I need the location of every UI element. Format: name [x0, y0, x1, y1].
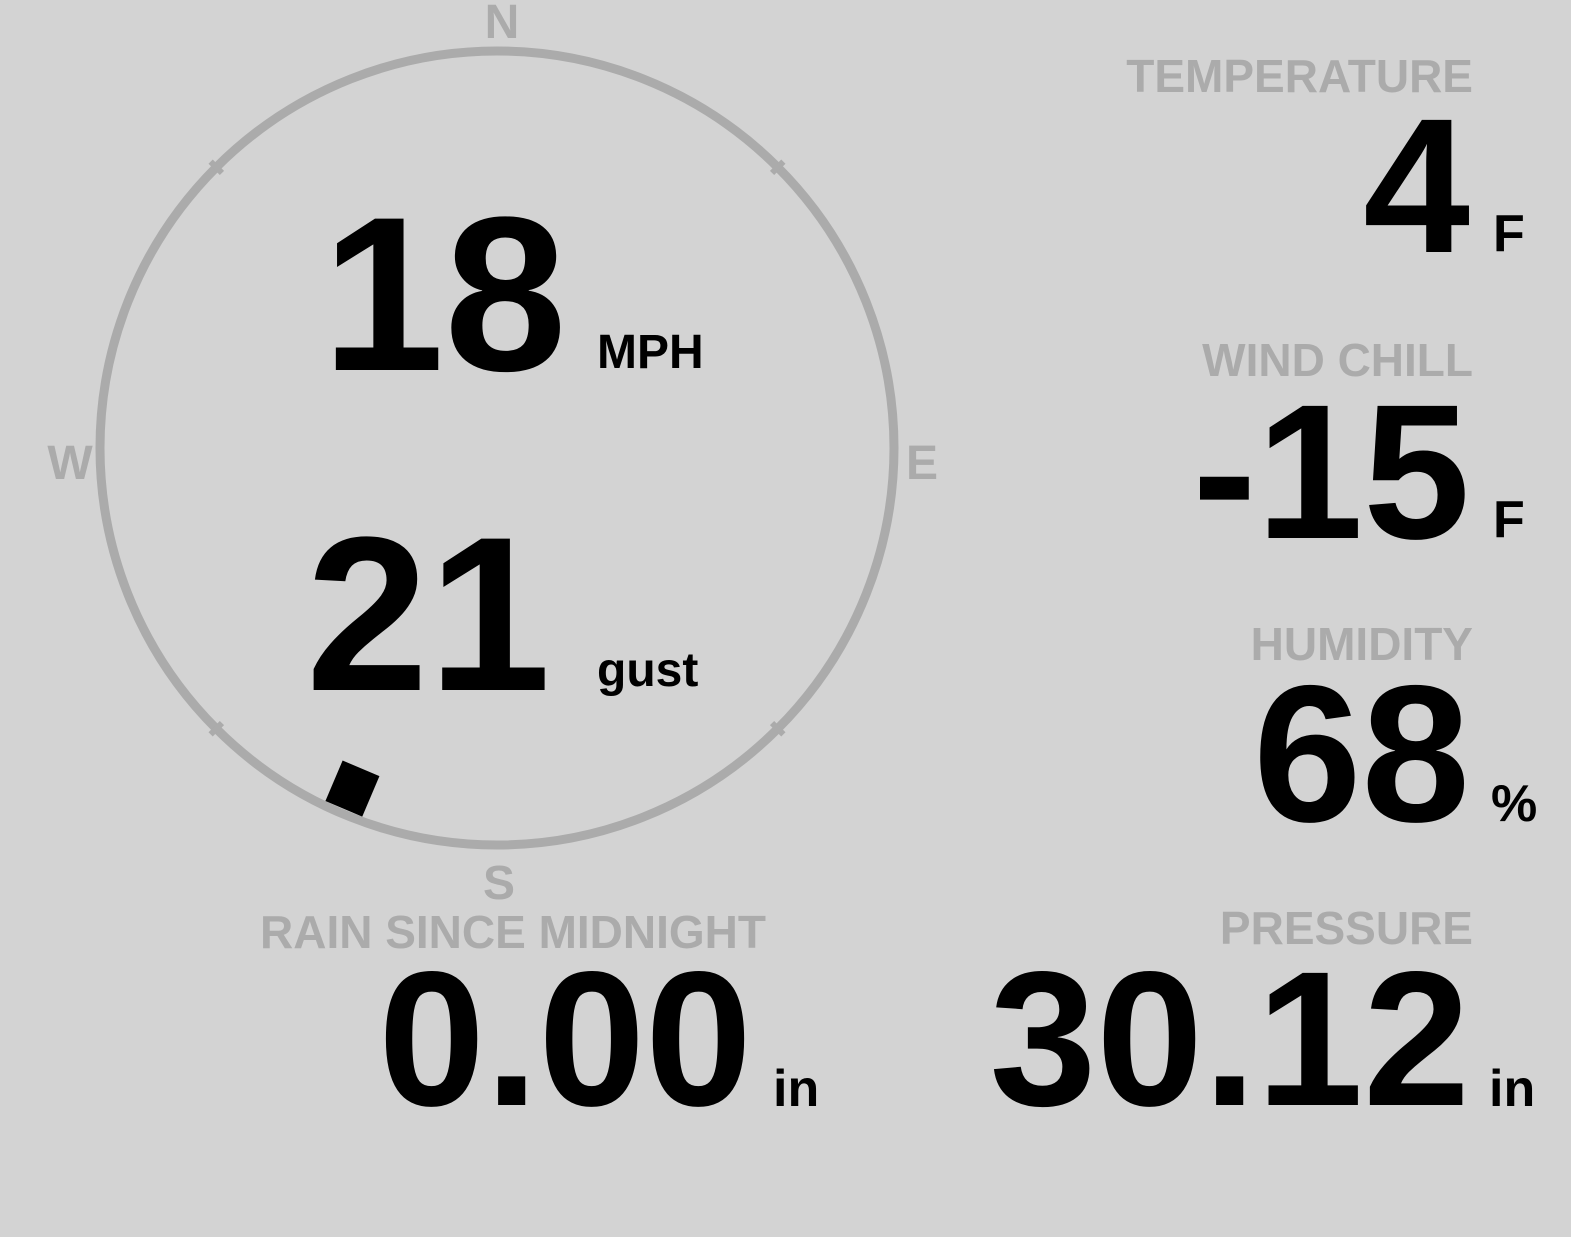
compass-tick — [769, 720, 786, 737]
wind-compass — [95, 46, 899, 850]
wind-speed-unit: MPH — [597, 326, 704, 379]
pressure-label: PRESSURE — [1219, 902, 1473, 954]
rain-value: 0.00 — [378, 931, 752, 1146]
compass-ring — [95, 46, 899, 850]
compass-tick — [769, 159, 786, 176]
rain-unit: in — [773, 1060, 820, 1118]
rain-label: RAIN SINCE MIDNIGHT — [260, 906, 766, 958]
compass-tick — [208, 159, 225, 176]
wind-chill-label: WIND CHILL — [1202, 334, 1473, 386]
wind-chill-unit: F — [1493, 491, 1525, 549]
temperature-value: 4 — [1363, 78, 1470, 293]
wind-direction-marker — [325, 760, 380, 817]
temperature-unit: F — [1493, 205, 1525, 263]
compass-south: S — [482, 857, 516, 910]
temperature-label: TEMPERATURE — [1126, 50, 1473, 102]
pressure-unit: in — [1489, 1060, 1536, 1118]
pressure-value: 30.12 — [989, 931, 1470, 1146]
wind-gust-value: 21 — [306, 491, 551, 737]
humidity-unit: % — [1491, 775, 1538, 833]
wind-chill-value: -15 — [1192, 364, 1471, 579]
humidity-label: HUMIDITY — [1250, 618, 1473, 670]
wind-gust-label: gust — [597, 644, 699, 697]
humidity-value: 68 — [1253, 645, 1470, 863]
compass-north: N — [484, 0, 520, 49]
wind-speed-value: 18 — [322, 171, 567, 417]
compass-tick — [208, 720, 225, 737]
compass-west: W — [47, 437, 93, 490]
compass-east: E — [905, 437, 939, 490]
